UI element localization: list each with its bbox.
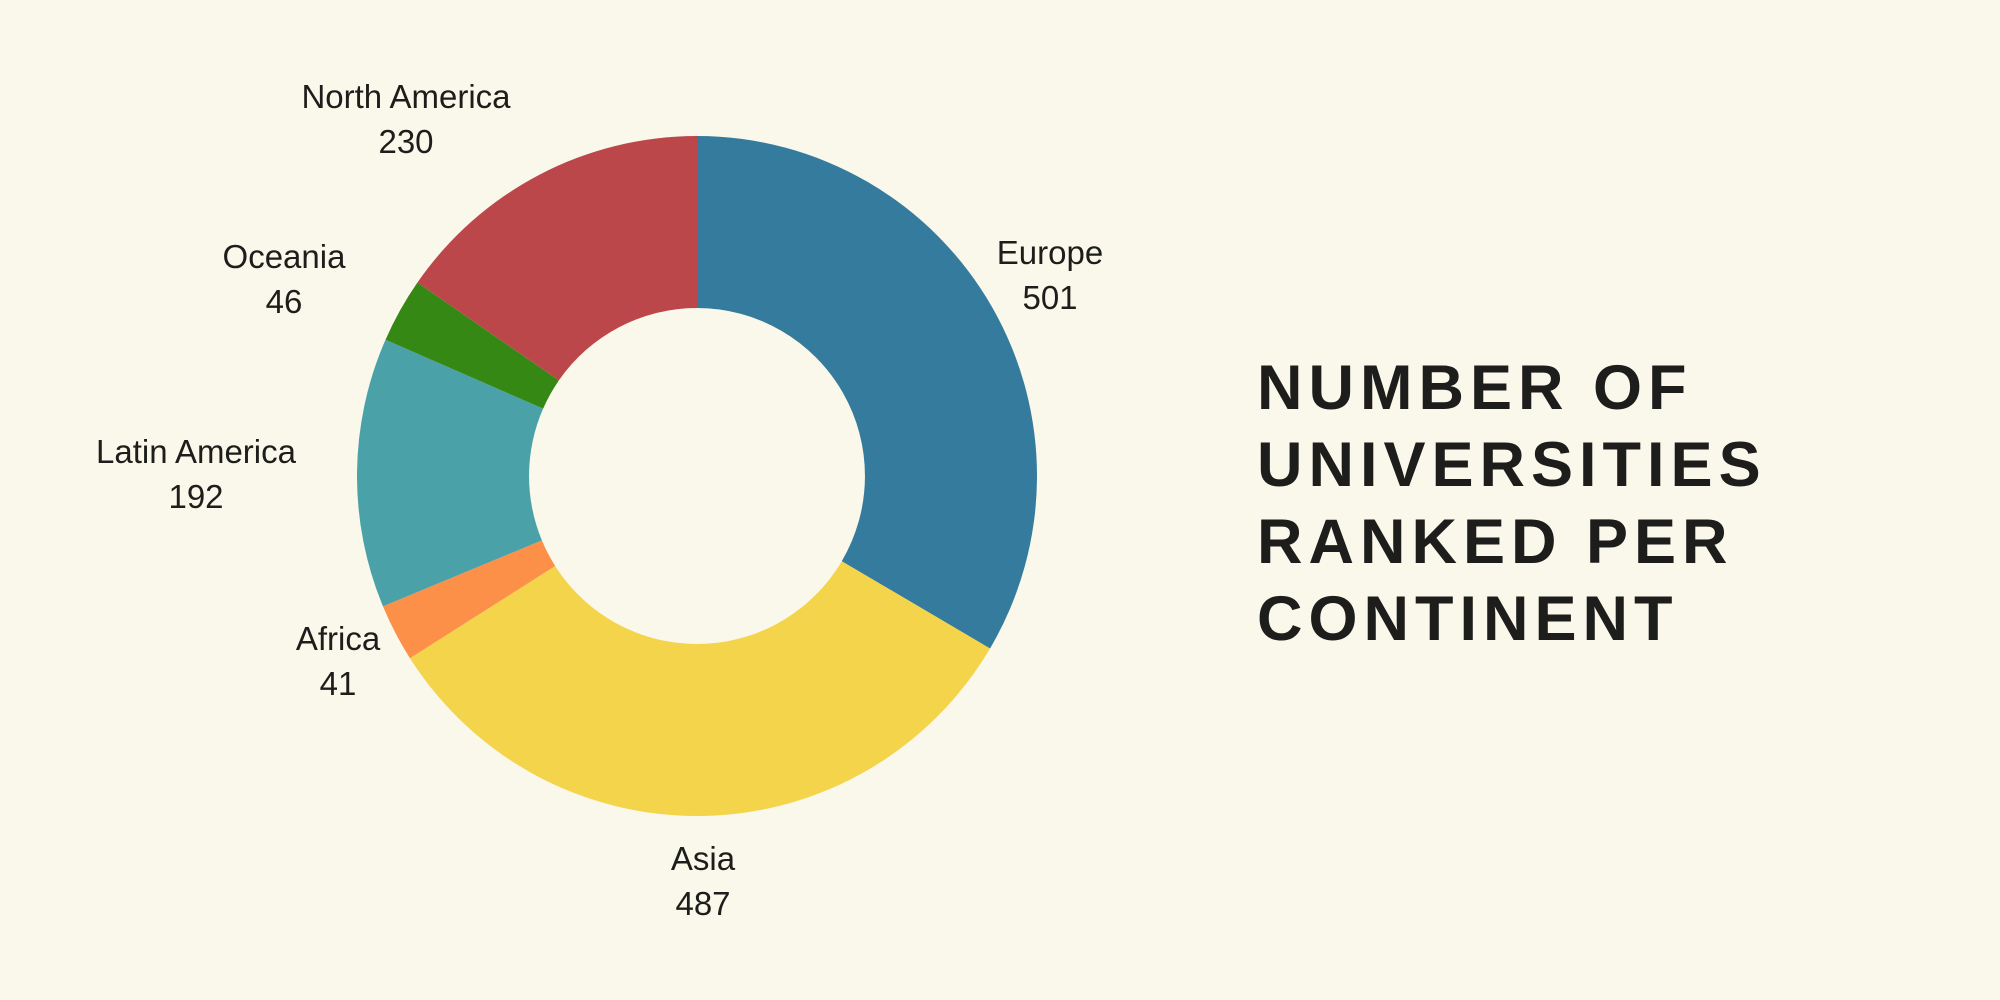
chart-title: NUMBER OF UNIVERSITIES RANKED PER CONTIN… bbox=[1257, 353, 1767, 654]
donut-slice-north-america bbox=[417, 136, 697, 381]
donut-slice-latin-america bbox=[357, 339, 544, 607]
slice-label-latin-america-name: Latin America bbox=[96, 433, 296, 470]
donut-slice-africa bbox=[382, 540, 556, 659]
slice-label-oceania-name: Oceania bbox=[222, 238, 346, 275]
slice-label-africa-name: Africa bbox=[295, 620, 381, 657]
slice-label-latin-america: Latin America 192 bbox=[96, 429, 296, 519]
slice-label-asia-name: Asia bbox=[670, 840, 736, 877]
donut-slice-asia bbox=[409, 561, 991, 816]
donut-chart-svg bbox=[357, 136, 1037, 816]
slice-label-oceania-value: 46 bbox=[265, 283, 303, 320]
donut-slice-oceania bbox=[385, 282, 559, 409]
slice-label-africa: Africa 41 bbox=[296, 616, 380, 706]
donut-chart bbox=[357, 136, 1037, 816]
slice-label-africa-value: 41 bbox=[319, 665, 357, 702]
slice-label-north-america: North America 230 bbox=[301, 74, 510, 164]
slice-label-europe-name: Europe bbox=[996, 234, 1104, 271]
slice-label-asia-value: 487 bbox=[675, 885, 731, 922]
donut-slice-europe bbox=[697, 136, 1037, 649]
slice-label-north-america-value: 230 bbox=[378, 123, 434, 160]
slice-label-north-america-name: North America bbox=[301, 78, 511, 115]
slice-label-latin-america-value: 192 bbox=[168, 478, 224, 515]
slice-label-oceania: Oceania 46 bbox=[223, 234, 346, 324]
slice-label-europe-value: 501 bbox=[1022, 279, 1078, 316]
slice-label-asia: Asia 487 bbox=[671, 836, 735, 926]
slice-label-europe: Europe 501 bbox=[997, 230, 1103, 320]
